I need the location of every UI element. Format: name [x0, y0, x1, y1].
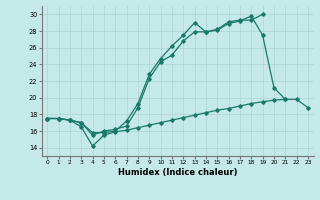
X-axis label: Humidex (Indice chaleur): Humidex (Indice chaleur)	[118, 168, 237, 177]
